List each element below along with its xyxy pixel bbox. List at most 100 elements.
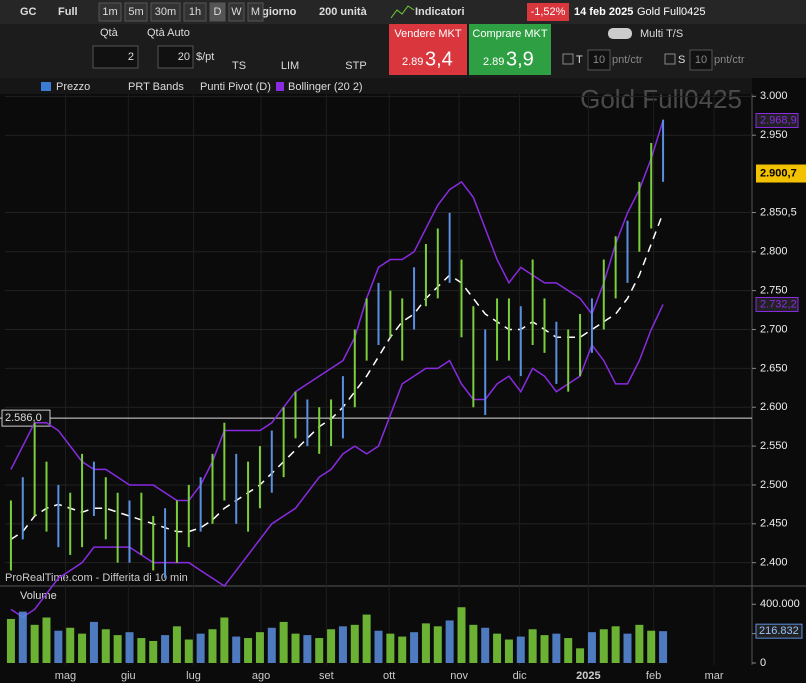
- s-label: S: [678, 54, 685, 66]
- timeframe-button[interactable]: [209, 2, 226, 22]
- volume-bar: [587, 632, 596, 663]
- t-unit: pnt/ctr: [612, 54, 643, 66]
- volume-bar: [149, 640, 158, 663]
- volume-bar: [6, 618, 15, 663]
- legend-swatch: [276, 82, 284, 91]
- x-tick-label: ott: [383, 670, 395, 682]
- volume-bar: [576, 648, 585, 663]
- indicators[interactable]: Indicatori: [415, 6, 465, 18]
- volume-bar: [89, 621, 98, 663]
- y-tick-label: 2.850,5: [760, 206, 797, 218]
- band-label-box: [755, 113, 799, 129]
- volume-bar: [184, 639, 193, 663]
- volume-bar: [611, 626, 620, 663]
- volume-bar: [457, 607, 466, 663]
- qty-auto[interactable]: Qtà Auto: [147, 27, 190, 39]
- volume-bar: [18, 611, 27, 663]
- volume-bar: [220, 617, 229, 663]
- volume-bar: [208, 629, 217, 663]
- mode[interactable]: Full: [58, 6, 78, 18]
- legend-item[interactable]: PRT Bands: [128, 81, 184, 93]
- timeframe-button[interactable]: [228, 2, 245, 22]
- s-value[interactable]: 10: [695, 54, 707, 66]
- toggle[interactable]: [608, 28, 632, 39]
- volume-bar: [421, 623, 430, 663]
- change-box: [527, 3, 569, 21]
- legend-item[interactable]: Bollinger (20 2): [288, 81, 363, 93]
- timeframe[interactable]: D: [214, 6, 222, 18]
- y-tick-label: 2.500: [760, 479, 788, 491]
- timeframe-button[interactable]: [150, 2, 181, 22]
- x-tick-label: lug: [186, 670, 201, 682]
- band-label: 2.732,2: [760, 298, 797, 310]
- buy-prefix: 2.89: [483, 56, 504, 68]
- y-tick-label: 0: [760, 657, 766, 669]
- s-input[interactable]: [689, 49, 713, 71]
- volume-bar: [303, 635, 312, 663]
- instrument: Gold Full0425: [637, 6, 706, 18]
- per-point-input[interactable]: [157, 45, 194, 69]
- volume-bar: [42, 617, 51, 663]
- per-point[interactable]: 20: [178, 51, 190, 63]
- timeframe-button[interactable]: [124, 2, 148, 22]
- volume-bar: [516, 636, 525, 663]
- s-checkbox[interactable]: [664, 53, 676, 65]
- t-label: T: [576, 54, 583, 66]
- watermark: Gold Full0425: [580, 84, 742, 114]
- volume-bar: [504, 639, 513, 663]
- t-checkbox[interactable]: [562, 53, 574, 65]
- volume-bar: [279, 621, 288, 663]
- volume-bar: [386, 633, 395, 663]
- timeframe-button[interactable]: [183, 2, 207, 22]
- volume-bar: [540, 635, 549, 663]
- t-value[interactable]: 10: [593, 54, 605, 66]
- timeframe[interactable]: 1m: [102, 6, 117, 18]
- volume-bar: [54, 630, 63, 663]
- x-tick-label: giu: [121, 670, 136, 682]
- volume-bar: [196, 633, 205, 663]
- volume-bar: [255, 632, 264, 663]
- timeframe[interactable]: 1h: [189, 6, 201, 18]
- volume-bar: [101, 629, 110, 663]
- y-tick-label: 2.650: [760, 362, 788, 374]
- legend-item[interactable]: Prezzo: [56, 81, 90, 93]
- stp[interactable]: STP: [345, 60, 366, 72]
- bollinger-lower: [10, 304, 664, 618]
- buy-label: Comprare MKT: [472, 28, 547, 40]
- volume-bar: [410, 632, 419, 663]
- timeframe[interactable]: W: [231, 6, 242, 18]
- legend-bar: [0, 78, 752, 94]
- legend-item[interactable]: Punti Pivot (D): [200, 81, 271, 93]
- units[interactable]: 200 unità: [319, 6, 368, 18]
- timeframe[interactable]: M: [251, 6, 260, 18]
- sell-button[interactable]: [389, 24, 467, 75]
- x-tick-label: mar: [705, 670, 724, 682]
- symbol[interactable]: GC: [20, 6, 37, 18]
- t-input[interactable]: [587, 49, 611, 71]
- volume-bar: [267, 627, 276, 663]
- qty[interactable]: 2: [128, 51, 134, 63]
- volume-label-box: [755, 623, 803, 639]
- buy-button[interactable]: [469, 24, 551, 75]
- y-tick-label: 2.400: [760, 557, 788, 569]
- sell-label: Vendere MKT: [394, 28, 462, 40]
- volume-bar: [362, 614, 371, 663]
- timeframe-button[interactable]: [247, 2, 264, 22]
- footer: ProRealTime.com - Differita di 10 min: [5, 572, 188, 584]
- y-tick-label: 2.550: [760, 440, 788, 452]
- volume-bar: [469, 624, 478, 663]
- volume-bar: [433, 626, 442, 663]
- period[interactable]: 1 giorno: [253, 6, 297, 18]
- qty-input[interactable]: [92, 45, 139, 69]
- timeframe[interactable]: 30m: [155, 6, 176, 18]
- volume-bar: [161, 635, 170, 663]
- ts[interactable]: TS: [232, 60, 246, 72]
- lim[interactable]: LIM: [281, 60, 299, 72]
- current-price-box: [756, 164, 806, 183]
- volume-bar: [113, 635, 122, 663]
- volume-bar: [564, 638, 573, 663]
- timeframe[interactable]: 5m: [128, 6, 143, 18]
- band-label-box: [755, 296, 799, 312]
- timeframe-button[interactable]: [98, 2, 122, 22]
